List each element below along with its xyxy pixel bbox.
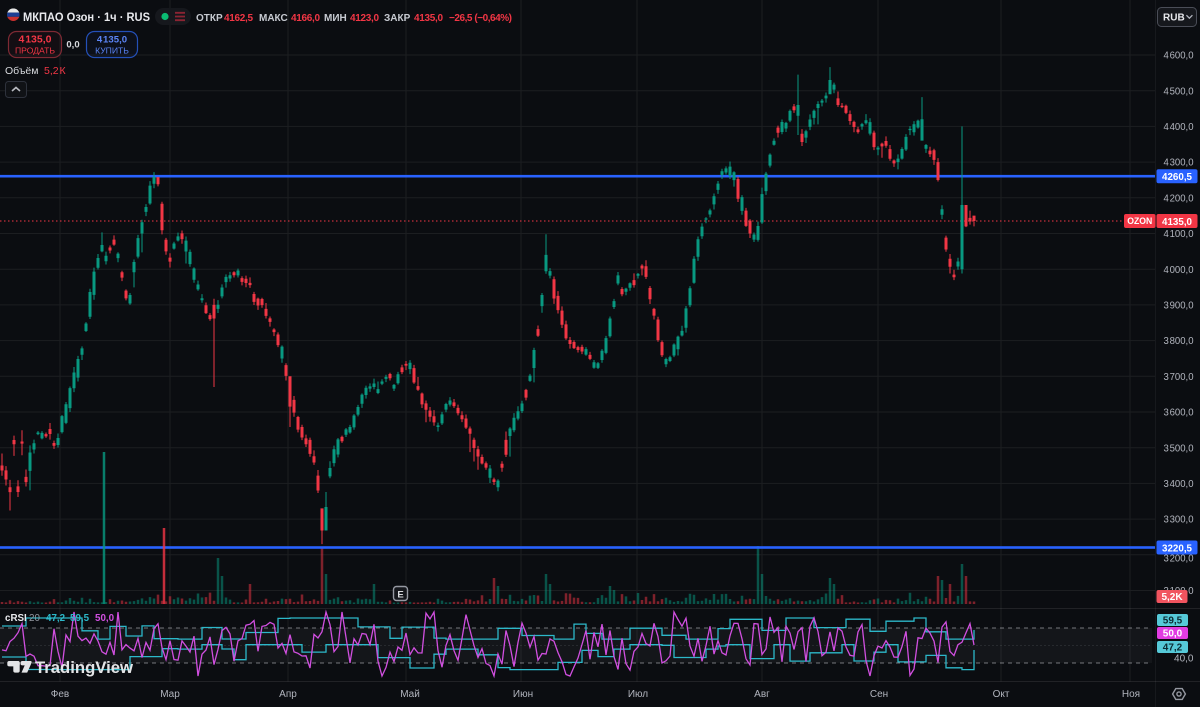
svg-text:4 400,0: 4 400,0 — [1164, 122, 1194, 133]
svg-text:4166,0: 4166,0 — [291, 13, 320, 24]
svg-text:E: E — [397, 590, 403, 601]
svg-text:МИН: МИН — [324, 13, 347, 24]
svg-text:3 300,0: 3 300,0 — [1164, 515, 1194, 526]
svg-text:RUB: RUB — [1163, 13, 1185, 24]
svg-text:Мар: Мар — [160, 689, 180, 700]
svg-text:4 300,0: 4 300,0 — [1164, 158, 1194, 169]
svg-text:Июл: Июл — [628, 689, 648, 700]
svg-text:3 700,0: 3 700,0 — [1164, 372, 1194, 383]
svg-text:0,0: 0,0 — [66, 40, 79, 51]
svg-text:40,0: 40,0 — [1174, 654, 1194, 665]
svg-text:4 600,0: 4 600,0 — [1164, 51, 1194, 62]
svg-text:3 200,0: 3 200,0 — [1164, 554, 1194, 565]
svg-text:ОТКР: ОТКР — [196, 13, 223, 24]
svg-text:59,5: 59,5 — [70, 613, 90, 624]
svg-text:4 000,0: 4 000,0 — [1164, 265, 1194, 276]
svg-text:3 600,0: 3 600,0 — [1164, 408, 1194, 419]
svg-text:4135,0: 4135,0 — [414, 13, 443, 24]
svg-text:3 400,0: 3 400,0 — [1164, 479, 1194, 490]
svg-text:Объём: Объём — [5, 65, 38, 77]
svg-text:ЗАКР: ЗАКР — [384, 13, 411, 24]
svg-text:Апр: Апр — [279, 689, 297, 700]
svg-text:4260,5: 4260,5 — [1162, 171, 1192, 183]
svg-text:МАКС: МАКС — [259, 13, 288, 24]
svg-text:5,2K: 5,2K — [1161, 592, 1183, 603]
svg-text:3220,5: 3220,5 — [1162, 542, 1192, 554]
svg-text:Июн: Июн — [513, 689, 533, 700]
svg-text:4 500,0: 4 500,0 — [1164, 86, 1194, 97]
svg-text:Сен: Сен — [870, 689, 888, 700]
svg-text:47,2: 47,2 — [1163, 643, 1183, 654]
svg-text:Авг: Авг — [754, 689, 770, 700]
svg-text:МКПАО Озон · 1ч · RUS: МКПАО Озон · 1ч · RUS — [23, 10, 150, 24]
svg-text:5,2 К: 5,2 К — [44, 65, 66, 77]
svg-text:Ноя: Ноя — [1122, 689, 1140, 700]
svg-text:20: 20 — [29, 613, 40, 624]
svg-text:3 500,0: 3 500,0 — [1164, 443, 1194, 454]
svg-text:−26,5 (−0,64%): −26,5 (−0,64%) — [449, 13, 512, 24]
svg-text:cRSI: cRSI — [5, 613, 27, 624]
svg-text:59,5: 59,5 — [1163, 616, 1183, 627]
svg-text:4 135,0: 4 135,0 — [97, 35, 127, 46]
svg-text:TradingView: TradingView — [35, 659, 133, 677]
svg-text:50,0: 50,0 — [95, 613, 115, 624]
svg-text:4 135,0: 4 135,0 — [19, 34, 52, 46]
svg-text:OZON: OZON — [1127, 216, 1152, 226]
svg-text:4123,0: 4123,0 — [350, 13, 379, 24]
svg-text:4 100,0: 4 100,0 — [1164, 229, 1194, 240]
svg-text:Май: Май — [400, 689, 420, 700]
svg-text:4 200,0: 4 200,0 — [1164, 193, 1194, 204]
svg-text:47,2: 47,2 — [46, 613, 66, 624]
svg-text:3 800,0: 3 800,0 — [1164, 336, 1194, 347]
svg-text:ПРОДАТЬ: ПРОДАТЬ — [15, 46, 55, 56]
svg-text:КУПИТЬ: КУПИТЬ — [95, 46, 129, 56]
svg-text:4135,0: 4135,0 — [1162, 216, 1192, 228]
svg-text:50,0: 50,0 — [1163, 629, 1183, 640]
svg-text:Фев: Фев — [51, 689, 69, 700]
svg-text:Окт: Окт — [993, 689, 1010, 700]
svg-text:3 900,0: 3 900,0 — [1164, 301, 1194, 312]
svg-text:4162,5: 4162,5 — [224, 13, 253, 24]
